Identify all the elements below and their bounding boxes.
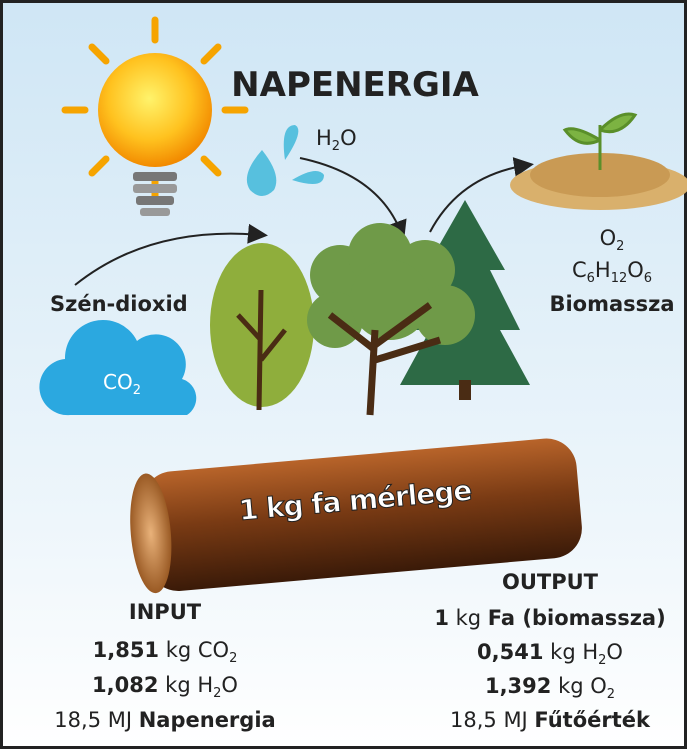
text-part: 1 — [434, 606, 449, 630]
water-label: H2O — [316, 128, 357, 149]
output-line: 1 kg Fa (biomassza) — [434, 608, 665, 629]
text-part: 12 — [611, 271, 628, 286]
input-line: 1,082 kg H2O — [92, 675, 238, 696]
text-part: 18,5 MJ — [54, 708, 138, 732]
text-part: 2 — [229, 651, 237, 666]
text-part: CO — [103, 370, 133, 394]
text-part: H — [595, 258, 611, 282]
text-part: O — [340, 126, 357, 150]
input-title: INPUT — [129, 602, 201, 623]
glucose-label: C6H12O6 — [572, 260, 652, 281]
text-part: C — [572, 258, 587, 282]
o2-label: O2 — [600, 228, 625, 249]
text-part: 1,851 — [93, 638, 159, 662]
biomass-label: Biomassza — [549, 294, 674, 315]
text-part: 1,392 — [485, 674, 551, 698]
text-part: 2 — [332, 139, 340, 154]
text-part: 1,082 — [92, 673, 158, 697]
text-part: H — [316, 126, 332, 150]
text-part: 6 — [644, 271, 652, 286]
cloud-label: CO2 — [103, 372, 141, 392]
text-part: 2 — [133, 383, 141, 398]
output-line: 18,5 MJ Fűtőérték — [450, 710, 650, 731]
text-part: (biomassza) — [515, 606, 666, 630]
text-part: O — [600, 226, 617, 250]
infographic: NAPENERGIA H2O Szén-dioxid CO2 O2 C6H12O… — [0, 0, 687, 749]
text-part: Fűtőérték — [534, 708, 650, 732]
output-title: OUTPUT — [502, 572, 598, 593]
text-part: 18,5 MJ — [450, 708, 534, 732]
text-part: 0,541 — [477, 640, 543, 664]
text-part: Napenergia — [139, 708, 276, 732]
text-part: kg H — [543, 640, 598, 664]
title: NAPENERGIA — [231, 68, 479, 102]
text-part: kg H — [158, 673, 213, 697]
text-part: kg CO — [159, 638, 229, 662]
text-part: O — [606, 640, 623, 664]
text-part: 2 — [607, 687, 615, 702]
text-part: kg — [449, 606, 488, 630]
text-part: Fa — [488, 606, 515, 630]
text-part: 6 — [587, 271, 595, 286]
text-part: O — [221, 673, 238, 697]
input-line: 1,851 kg CO2 — [93, 640, 238, 661]
co2-label: Szén-dioxid — [50, 294, 188, 315]
output-line: 0,541 kg H2O — [477, 642, 623, 663]
text-part: kg O — [551, 674, 606, 698]
text-part: 2 — [616, 239, 624, 254]
input-line: 18,5 MJ Napenergia — [54, 710, 275, 731]
text-part: O — [627, 258, 644, 282]
output-line: 1,392 kg O2 — [485, 676, 615, 697]
